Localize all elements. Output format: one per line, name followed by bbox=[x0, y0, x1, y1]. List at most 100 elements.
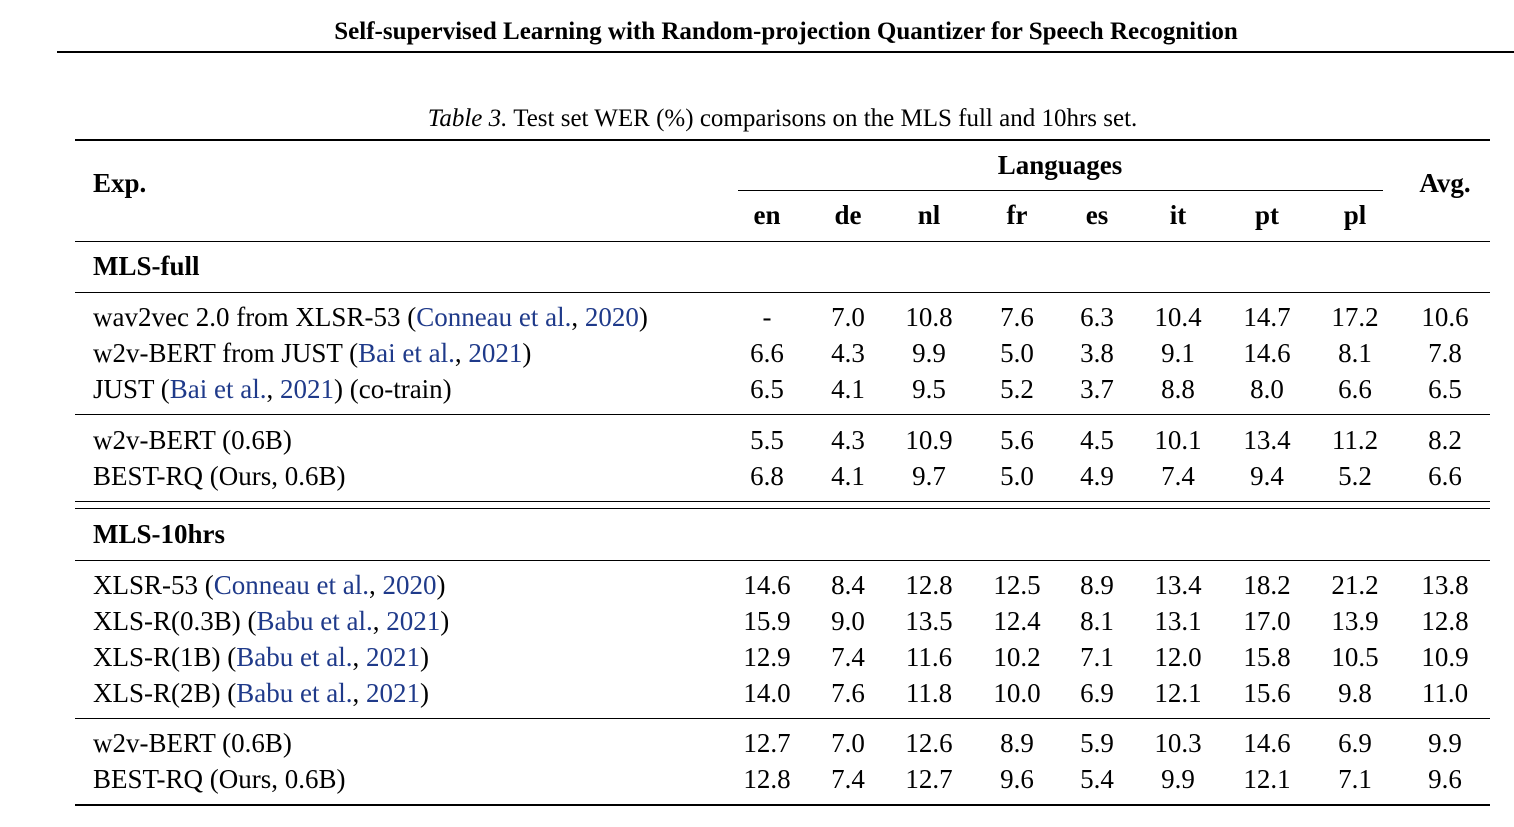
row-label: XLSR-53 (Conneau et al., 2020) bbox=[93, 570, 445, 600]
wer-cell: 10.2 bbox=[993, 642, 1041, 672]
row-label-text: , bbox=[571, 302, 585, 332]
group-rule bbox=[75, 414, 1490, 415]
avg-cell: 10.6 bbox=[1421, 302, 1469, 332]
wer-cell: 9.7 bbox=[912, 461, 946, 491]
citation-link[interactable]: Babu et al. bbox=[256, 606, 373, 636]
wer-cell: 4.1 bbox=[831, 374, 865, 404]
citation-link[interactable]: 2020 bbox=[382, 570, 437, 600]
wer-cell: 7.4 bbox=[831, 764, 865, 794]
row-label: XLS-R(0.3B) (Babu et al., 2021) bbox=[93, 606, 449, 636]
citation-link[interactable]: Bai et al. bbox=[169, 374, 267, 404]
avg-cell: 8.2 bbox=[1428, 425, 1462, 455]
wer-cell: 5.0 bbox=[1000, 338, 1034, 368]
citation-link[interactable]: 2021 bbox=[365, 678, 420, 708]
citation-link[interactable]: Conneau et al. bbox=[416, 302, 572, 332]
row-label-text: BEST-RQ (Ours, 0.6B) bbox=[93, 764, 346, 794]
wer-cell: 10.8 bbox=[905, 302, 953, 332]
lang-header-4: es bbox=[1085, 200, 1109, 230]
lang-header-7: pl bbox=[1343, 200, 1367, 230]
wer-cell: 3.8 bbox=[1080, 338, 1114, 368]
avg-cell: 9.6 bbox=[1428, 764, 1462, 794]
citation-link[interactable]: Conneau et al. bbox=[213, 570, 369, 600]
row-label-text: XLS-R(0.3B) ( bbox=[93, 606, 257, 636]
wer-cell: 15.9 bbox=[743, 606, 791, 636]
wer-cell: 12.0 bbox=[1154, 642, 1202, 672]
lang-header-6: pt bbox=[1254, 200, 1279, 230]
wer-cell: 12.6 bbox=[905, 728, 953, 758]
citation-link[interactable]: 2021 bbox=[386, 606, 441, 636]
avg-cell: 6.5 bbox=[1428, 374, 1462, 404]
wer-cell: - bbox=[762, 302, 772, 332]
lang-header-0: en bbox=[753, 200, 781, 230]
header-bottom-rule bbox=[75, 241, 1490, 242]
wer-cell: 5.2 bbox=[1000, 374, 1034, 404]
wer-cell: 7.0 bbox=[831, 728, 865, 758]
wer-cell: 10.9 bbox=[905, 425, 953, 455]
row-label-text: ) bbox=[638, 302, 648, 332]
wer-cell: 15.8 bbox=[1243, 642, 1291, 672]
row-label: XLS-R(1B) (Babu et al., 2021) bbox=[93, 642, 429, 672]
wer-cell: 7.6 bbox=[831, 678, 865, 708]
citation-link[interactable]: 2021 bbox=[280, 374, 334, 404]
row-label: XLS-R(2B) (Babu et al., 2021) bbox=[93, 678, 429, 708]
citation-link[interactable]: 2021 bbox=[365, 642, 420, 672]
row-label-text: , bbox=[372, 606, 387, 636]
avg-header: Avg. bbox=[1419, 168, 1471, 198]
wer-cell: 9.1 bbox=[1161, 338, 1195, 368]
wer-cell: 4.1 bbox=[831, 461, 865, 491]
wer-cell: 4.9 bbox=[1080, 461, 1114, 491]
wer-cell: 5.2 bbox=[1338, 461, 1372, 491]
citation-link[interactable]: Babu et al. bbox=[236, 678, 353, 708]
wer-cell: 7.4 bbox=[831, 642, 865, 672]
row-label-text: XLS-R(1B) ( bbox=[93, 642, 237, 672]
wer-cell: 13.4 bbox=[1243, 425, 1291, 455]
row-label-text: ) bbox=[419, 642, 429, 672]
wer-cell: 12.1 bbox=[1243, 764, 1291, 794]
row-label-text: ) bbox=[522, 338, 532, 368]
exp-header: Exp. bbox=[93, 168, 147, 198]
row-label-text: ) (co-train) bbox=[334, 374, 452, 404]
row-label-text: , bbox=[352, 642, 366, 672]
wer-cell: 6.3 bbox=[1080, 302, 1114, 332]
wer-cell: 10.3 bbox=[1154, 728, 1202, 758]
wer-cell: 4.3 bbox=[831, 425, 865, 455]
row-label: JUST (Bai et al., 2021) (co-train) bbox=[93, 374, 452, 404]
row-label-text: XLSR-53 ( bbox=[93, 570, 214, 600]
wer-cell: 7.0 bbox=[831, 302, 865, 332]
wer-cell: 8.0 bbox=[1250, 374, 1284, 404]
wer-cell: 8.1 bbox=[1338, 338, 1372, 368]
citation-link[interactable]: 2020 bbox=[584, 302, 639, 332]
double-rule-bottom bbox=[75, 508, 1490, 509]
avg-cell: 9.9 bbox=[1428, 728, 1462, 758]
wer-cell: 8.9 bbox=[1080, 570, 1114, 600]
caption-text: Test set WER (%) comparisons on the MLS … bbox=[513, 105, 1138, 132]
wer-cell: 9.5 bbox=[912, 374, 946, 404]
avg-cell: 10.9 bbox=[1421, 642, 1469, 672]
wer-cell: 3.7 bbox=[1080, 374, 1114, 404]
lang-header-3: fr bbox=[1006, 200, 1028, 230]
wer-cell: 9.9 bbox=[1161, 764, 1195, 794]
wer-cell: 13.9 bbox=[1331, 606, 1379, 636]
wer-cell: 8.1 bbox=[1080, 606, 1114, 636]
wer-cell: 17.2 bbox=[1331, 302, 1379, 332]
lang-header-1: de bbox=[834, 200, 862, 230]
wer-cell: 7.6 bbox=[1000, 302, 1034, 332]
row-label-text: w2v-BERT (0.6B) bbox=[93, 425, 292, 455]
wer-cell: 8.4 bbox=[831, 570, 865, 600]
row-label: w2v-BERT (0.6B) bbox=[93, 728, 292, 758]
row-label-text: ) bbox=[440, 606, 450, 636]
wer-cell: 9.0 bbox=[831, 606, 865, 636]
citation-link[interactable]: 2021 bbox=[468, 338, 523, 368]
citation-link[interactable]: Babu et al. bbox=[236, 642, 353, 672]
wer-cell: 10.4 bbox=[1154, 302, 1202, 332]
avg-cell: 12.8 bbox=[1421, 606, 1469, 636]
wer-cell: 10.1 bbox=[1154, 425, 1202, 455]
wer-cell: 6.9 bbox=[1080, 678, 1114, 708]
wer-cell: 6.6 bbox=[750, 338, 784, 368]
wer-cell: 5.6 bbox=[1000, 425, 1034, 455]
row-label: w2v-BERT from JUST (Bai et al., 2021) bbox=[93, 338, 531, 368]
citation-link[interactable]: Bai et al. bbox=[358, 338, 455, 368]
wer-cell: 5.5 bbox=[750, 425, 784, 455]
wer-cell: 11.6 bbox=[905, 642, 953, 672]
wer-cell: 12.5 bbox=[993, 570, 1041, 600]
